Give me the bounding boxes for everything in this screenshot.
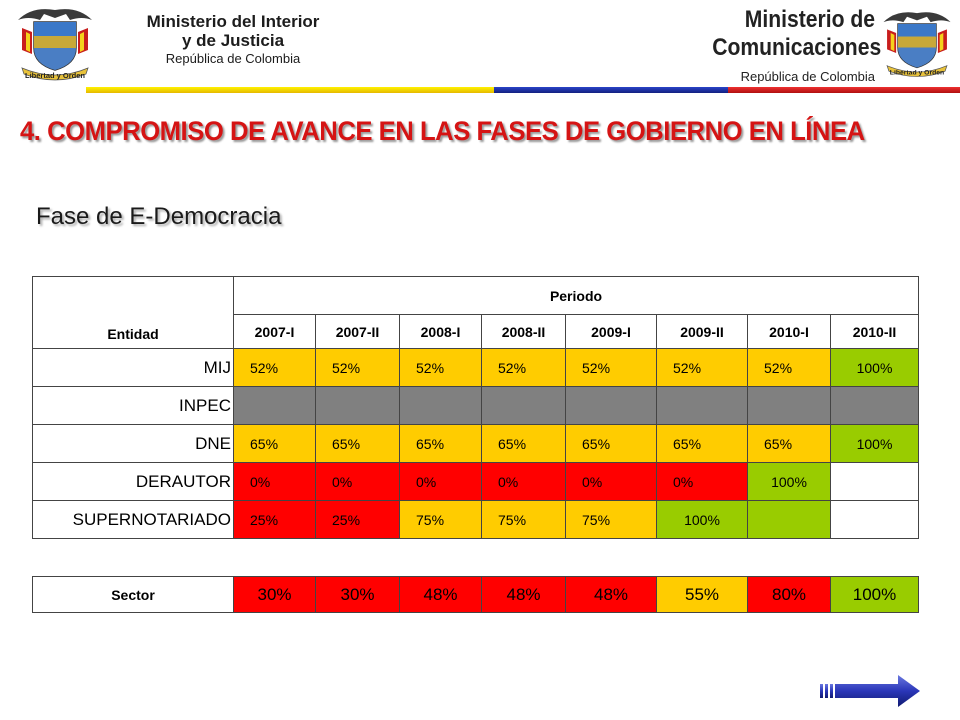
progress-cell	[315, 386, 400, 425]
progress-cell: 65%	[656, 424, 748, 463]
table-row: SUPERNOTARIADO 25% 25% 75% 75% 75% 100%	[32, 500, 919, 539]
progress-cell: 0%	[481, 462, 566, 501]
progress-cell	[830, 386, 919, 425]
colombia-crest-left-icon: Libertad y Orden	[18, 9, 92, 81]
stripe-red	[728, 87, 960, 93]
progress-cell: 65%	[481, 424, 566, 463]
progress-cell: 52%	[565, 348, 657, 387]
progress-cell	[830, 462, 919, 501]
progress-cell	[399, 386, 482, 425]
sector-cell: 55%	[656, 576, 748, 613]
table-row: MIJ 52% 52% 52% 52% 52% 52% 52% 100%	[32, 348, 919, 387]
sector-cell: 30%	[233, 576, 316, 613]
next-arrow-icon[interactable]	[818, 672, 922, 710]
progress-cell: 100%	[830, 424, 919, 463]
period-header-cell: 2010-II	[830, 314, 919, 349]
right-ministry-name: Ministerio de	[744, 6, 875, 33]
period-header: Periodo	[233, 276, 919, 315]
left-ministry-name-2: y de Justicia	[181, 31, 285, 50]
progress-cell: 0%	[656, 462, 748, 501]
sector-cell: 100%	[830, 576, 919, 613]
progress-cell: 0%	[565, 462, 657, 501]
progress-cell: 52%	[233, 348, 316, 387]
sector-cell: 48%	[481, 576, 566, 613]
progress-cell: 65%	[747, 424, 831, 463]
colombia-crest-right-icon: Libertad y Orden	[883, 12, 951, 77]
left-ministry-name: Ministerio del Interior	[146, 12, 320, 31]
table-row: DNE 65% 65% 65% 65% 65% 65% 65% 100%	[32, 424, 919, 463]
entity-name: MIJ	[32, 348, 234, 387]
progress-cell: 65%	[233, 424, 316, 463]
entity-header: Entidad	[32, 276, 234, 349]
period-header-cell: 2009-II	[656, 314, 748, 349]
entity-name: INPEC	[32, 386, 234, 425]
stripe-blue	[494, 87, 728, 93]
progress-cell	[747, 500, 831, 539]
right-ministry-block: Ministerio de Comunicaciones República d…	[690, 6, 882, 86]
stripe-yellow	[86, 87, 494, 93]
sector-cell: 80%	[747, 576, 831, 613]
progress-cell	[565, 386, 657, 425]
progress-cell: 52%	[315, 348, 400, 387]
sector-table: Sector 30% 30% 48% 48% 48% 55% 80% 100%	[32, 576, 919, 613]
progress-cell: 75%	[565, 500, 657, 539]
progress-cell: 52%	[747, 348, 831, 387]
progress-cell: 75%	[481, 500, 566, 539]
progress-cell: 65%	[399, 424, 482, 463]
section-subtitle: Fase de E-Democracia	[36, 203, 282, 230]
progress-cell: 0%	[399, 462, 482, 501]
sector-cell: 48%	[565, 576, 657, 613]
sector-label: Sector	[32, 576, 234, 613]
period-header-cell: 2007-I	[233, 314, 316, 349]
table-row: INPEC	[32, 386, 919, 425]
period-row: 2007-I 2007-II 2008-I 2008-II 2009-I 2009-II 2…	[33, 314, 919, 349]
progress-cell: 75%	[399, 500, 482, 539]
progress-cell: 65%	[315, 424, 400, 463]
progress-cell: 52%	[656, 348, 748, 387]
period-header-cell: 2010-I	[747, 314, 831, 349]
progress-cell: 25%	[315, 500, 400, 539]
crest-motto-left: Libertad y Orden	[25, 71, 85, 80]
period-header-cell: 2008-II	[481, 314, 566, 349]
sector-cell: 30%	[315, 576, 400, 613]
progress-cell: 52%	[399, 348, 482, 387]
progress-cell: 0%	[233, 462, 316, 501]
entity-name: SUPERNOTARIADO	[32, 500, 234, 539]
table-row: DERAUTOR 0% 0% 0% 0% 0% 0% 100%	[32, 462, 919, 501]
sector-cell: 48%	[399, 576, 482, 613]
progress-cell	[830, 500, 919, 539]
right-country: República de Colombia	[740, 69, 875, 84]
progress-cell	[656, 386, 748, 425]
progress-cell	[747, 386, 831, 425]
progress-cell: 100%	[747, 462, 831, 501]
progress-cell: 100%	[656, 500, 748, 539]
progress-cell: 52%	[481, 348, 566, 387]
right-ministry-name-2: Comunicaciones	[712, 34, 882, 61]
progress-cell	[481, 386, 566, 425]
progress-table: Entidad Periodo 2007-I 2007-II 2008-I 2008-…	[32, 276, 919, 539]
sector-row: Sector 30% 30% 48% 48% 48% 55% 80% 100%	[32, 576, 919, 613]
entity-name: DERAUTOR	[32, 462, 234, 501]
page-title: 4. COMPROMISO DE AVANCE EN LAS FASES DE …	[20, 116, 865, 146]
period-header-cell: 2007-II	[315, 314, 400, 349]
crest-motto-right: Libertad y Orden	[890, 70, 944, 77]
period-header-cell: 2009-I	[565, 314, 657, 349]
progress-cell: 25%	[233, 500, 316, 539]
progress-cell: 100%	[830, 348, 919, 387]
entity-name: DNE	[32, 424, 234, 463]
left-ministry-block: Ministerio del Interior y de Justicia Re…	[118, 12, 348, 67]
period-header-cell: 2008-I	[399, 314, 482, 349]
left-country: República de Colombia	[165, 51, 301, 66]
progress-cell	[233, 386, 316, 425]
progress-cell: 0%	[315, 462, 400, 501]
progress-cell: 65%	[565, 424, 657, 463]
